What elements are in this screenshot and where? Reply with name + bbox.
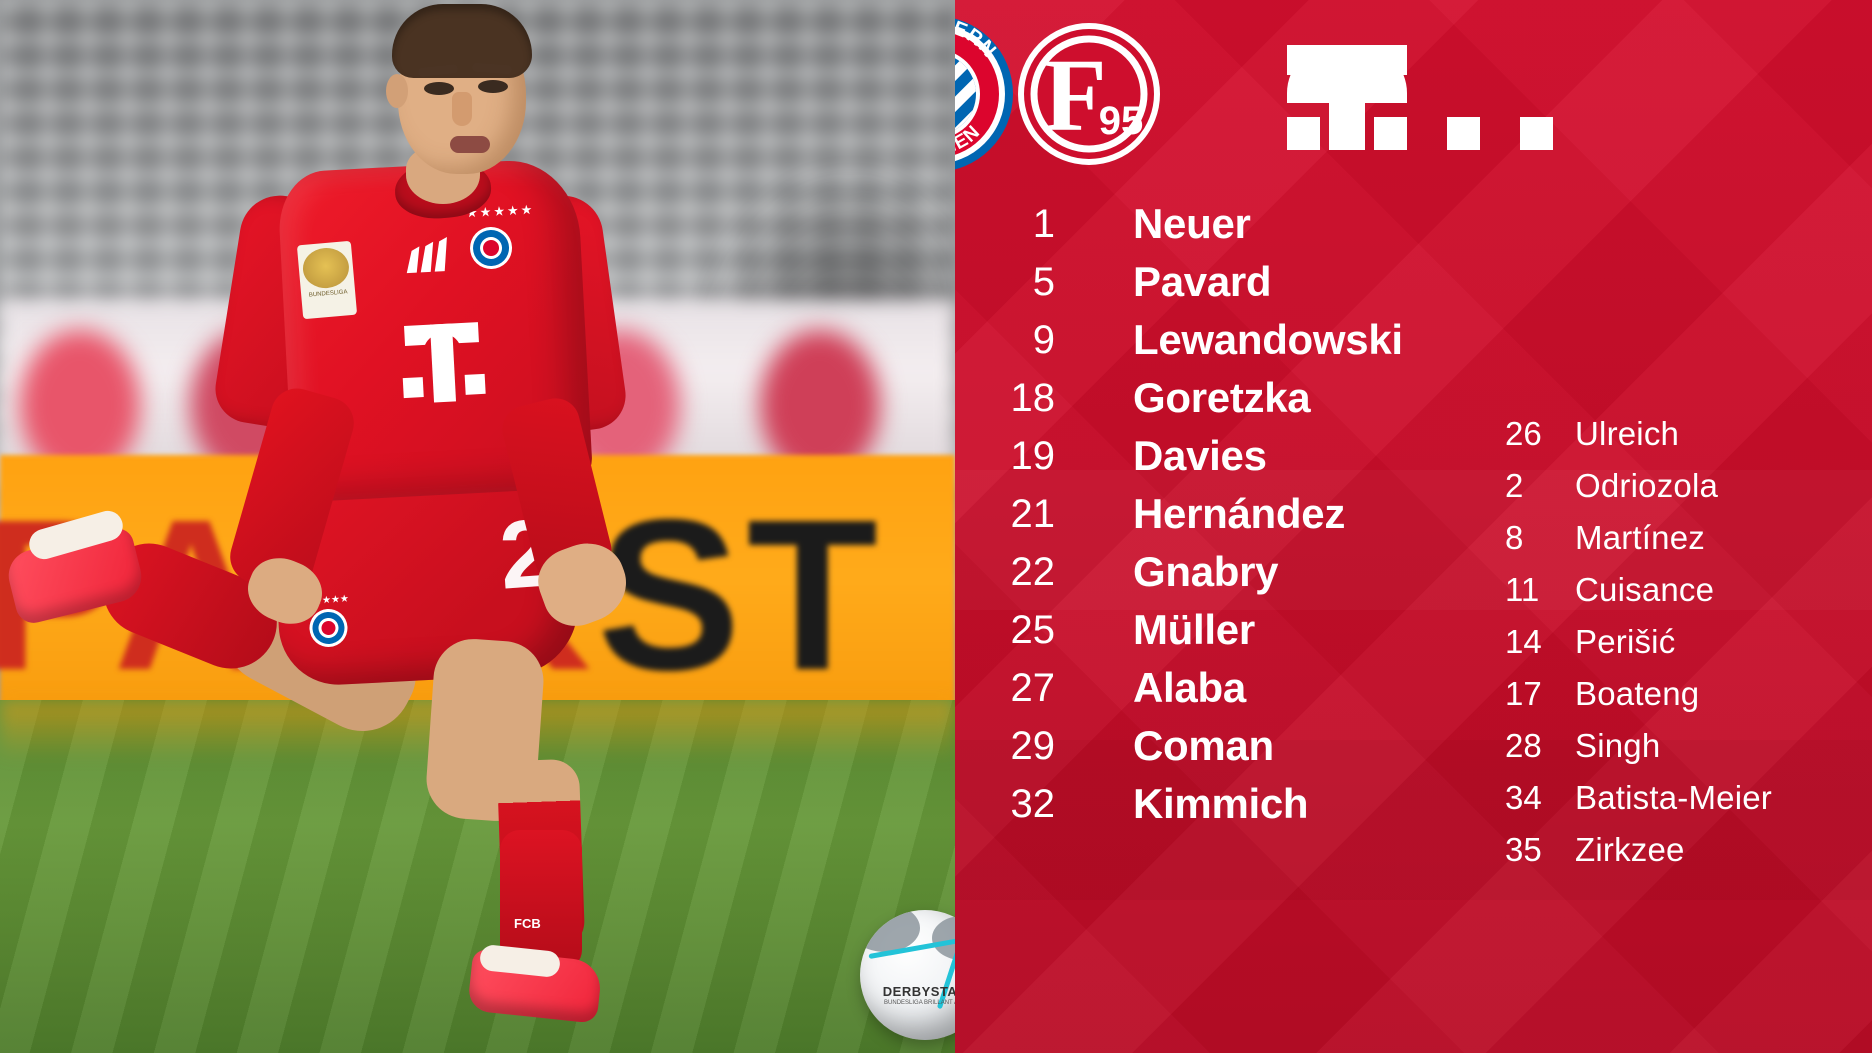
telekom-square-2 [1374,117,1407,150]
player-name: Coman [1133,722,1274,769]
fc-bayern-munchen-crest: FC BAYERN MÜNCHEN [955,14,1015,174]
player-name: Neuer [1133,200,1251,247]
starting-xi-row: 9 Lewandowski [955,312,1515,370]
player-number: 32 [1010,782,1056,826]
starting-xi-row: 21 Hernández [955,486,1515,544]
player-name: Goretzka [1133,374,1311,421]
player-name: Ulreich [1575,415,1680,452]
starting-xi-row: 18 Goretzka [955,370,1515,428]
player-number: 11 [1505,571,1540,608]
substitutes-list: 26 Ulreich 2 Odriozola 8 Martínez 11 Cui… [1505,409,1872,877]
player-number: 28 [1505,727,1542,764]
starting-xi-row: 19 Davies [955,428,1515,486]
telekom-logo [1267,45,1557,150]
player-name: Müller [1133,606,1255,653]
player-number: 27 [1010,666,1056,710]
player-name: Gnabry [1133,548,1279,595]
telekom-square-3 [1447,117,1480,150]
player-name: Boateng [1575,675,1700,712]
player-name: Perišić [1575,623,1676,660]
telekom-square-1 [1287,117,1320,150]
player-name: Batista-Meier [1575,779,1772,816]
starting-xi-row: 25 Müller [955,602,1515,660]
player-name: Kimmich [1133,780,1309,827]
ball-brand-text: DERBYSTAR [882,984,955,999]
player-number: 1 [1032,202,1055,246]
sock-text: FCB [514,916,541,931]
player-name: Singh [1575,727,1661,764]
fortuna-dusseldorf-crest: F 95 [1017,22,1162,167]
player-number: 8 [1505,519,1524,556]
telekom-sponsor-logo-icon [386,317,500,409]
ball-sub-text: BUNDESLIGA BRILLANT APS [884,1000,955,1006]
player-number: 29 [1010,724,1056,768]
player-number: 14 [1505,623,1542,660]
player-name: Lewandowski [1133,316,1403,363]
player-number: 2 [1505,467,1524,504]
starting-xi-row: 1 Neuer [955,196,1515,254]
player-number: 19 [1010,434,1056,478]
player-number: 35 [1505,831,1542,868]
substitute-row: 35 Zirkzee [1505,825,1872,877]
player-number: 22 [1010,550,1056,594]
shirt-crest-icon [467,219,515,275]
player-eye-right [478,80,508,93]
football: DERBYSTAR BUNDESLIGA BRILLANT APS [860,910,955,1040]
player-number: 5 [1032,260,1055,304]
player-number: 17 [1505,675,1542,712]
starting-xi-list: 1 Neuer 5 Pavard 9 Lewandowski 18 Goretz… [955,196,1515,834]
starting-xi-row: 27 Alaba [955,660,1515,718]
starting-xi-row: 29 Coman [955,718,1515,776]
player-photo: PACKST 2 ★★★★★ FCB [0,0,955,1053]
player-number: 18 [1010,376,1056,420]
crest-row: FC BAYERN MÜNCHEN F 95 [955,0,1872,190]
svg-text:F: F [1043,38,1107,153]
player-mouth [450,136,490,153]
substitute-row: 17 Boateng [1505,669,1872,721]
player-name: Davies [1133,432,1267,479]
player-number: 34 [1505,779,1542,816]
lineup-panel: FC BAYERN MÜNCHEN F 95 [955,0,1872,1053]
substitute-row: 34 Batista-Meier [1505,773,1872,825]
telekom-square-4 [1520,117,1553,150]
panel-diagonal-texture [955,0,1872,1053]
bundesliga-sleeve-badge: BUNDESLIGA [296,240,358,320]
player-name: Hernández [1133,490,1346,537]
player-number: 25 [1010,608,1056,652]
player-number: 21 [1010,492,1056,536]
player-name: Cuisance [1575,571,1715,608]
substitute-row: 2 Odriozola [1505,461,1872,513]
substitute-row: 14 Perišić [1505,617,1872,669]
substitute-row: 28 Singh [1505,721,1872,773]
starting-xi-row: 22 Gnabry [955,544,1515,602]
player-number: 26 [1505,415,1542,452]
substitute-row: 26 Ulreich [1505,409,1872,461]
svg-text:95: 95 [1099,99,1144,143]
player-eye-left [424,82,454,95]
player-ear [386,74,408,108]
player-name: Martínez [1575,519,1705,556]
starting-xi-row: 32 Kimmich [955,776,1515,834]
player-name: Odriozola [1575,467,1719,504]
player-nose [452,92,472,126]
player-name: Alaba [1133,664,1246,711]
player-name: Pavard [1133,258,1272,305]
substitute-row: 11 Cuisance [1505,565,1872,617]
adidas-logo-icon [401,236,455,280]
player-name: Zirkzee [1575,831,1685,868]
substitute-row: 8 Martínez [1505,513,1872,565]
player-number: 9 [1032,318,1055,362]
telekom-t-stem [1329,45,1365,150]
starting-xi-row: 5 Pavard [955,254,1515,312]
